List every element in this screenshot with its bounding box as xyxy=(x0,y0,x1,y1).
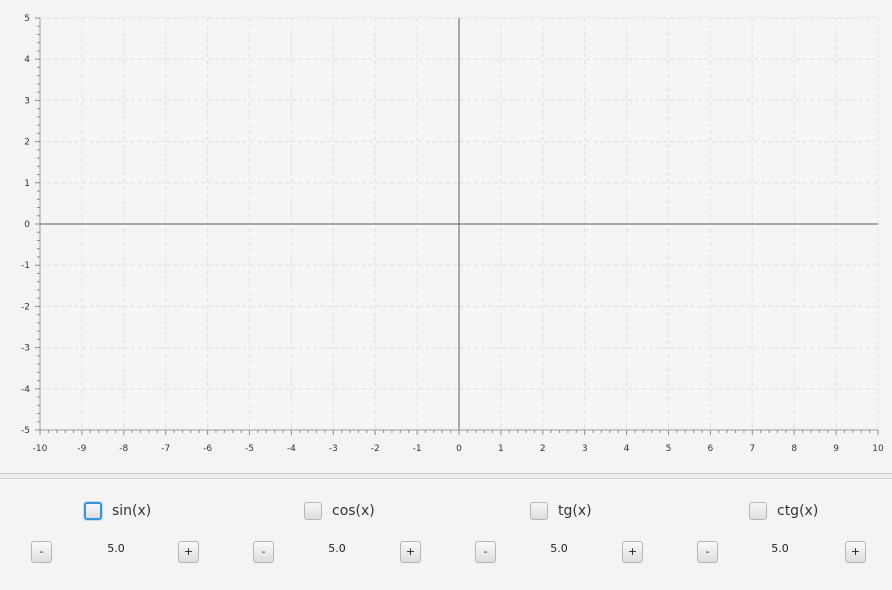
sin-toggle[interactable]: sin(x) xyxy=(84,502,151,520)
tg-label: tg(x) xyxy=(558,503,592,519)
x-tick-label: -1 xyxy=(413,444,422,454)
y-tick-label: -3 xyxy=(21,344,30,354)
x-tick-label: 5 xyxy=(666,444,672,454)
x-tick-label: -8 xyxy=(119,444,128,454)
cos-label: cos(x) xyxy=(332,503,375,519)
x-tick-label: 7 xyxy=(749,444,755,454)
x-tick-label: 3 xyxy=(582,444,588,454)
x-tick-label: -2 xyxy=(371,444,380,454)
function-graph: -10 -9 -8 -7 -6 -5 -4 -3 -2 -1 0 1 2 3 4 5 6 7 8 9 10 5 4 3 2 1 0-… xyxy=(21,14,884,454)
cos-increase-button[interactable]: + xyxy=(400,541,421,563)
x-tick-label: 10 xyxy=(872,444,884,454)
y-tick-label: -2 xyxy=(21,302,30,312)
sin-checkbox[interactable] xyxy=(84,502,102,520)
sin-decrease-button[interactable]: - xyxy=(31,541,52,563)
y-tick-label: -4 xyxy=(21,385,30,395)
tg-checkbox[interactable] xyxy=(530,502,548,520)
x-tick-label: -9 xyxy=(77,444,86,454)
y-tick-label: 3 xyxy=(24,96,30,106)
x-tick-label: -5 xyxy=(245,444,254,454)
tg-increase-button[interactable]: + xyxy=(622,541,643,563)
cos-value: 5.0 xyxy=(328,542,346,555)
y-tick-label: -5 xyxy=(21,426,30,436)
ctg-checkbox[interactable] xyxy=(749,502,767,520)
x-tick-label: 6 xyxy=(708,444,714,454)
y-tick-label: -1 xyxy=(21,261,30,271)
x-tick-label: 8 xyxy=(791,444,797,454)
tg-value: 5.0 xyxy=(550,542,568,555)
ctg-value: 5.0 xyxy=(771,542,789,555)
x-tick-label: 0 xyxy=(456,444,462,454)
cos-decrease-button[interactable]: - xyxy=(253,541,274,563)
sin-increase-button[interactable]: + xyxy=(178,541,199,563)
ctg-increase-button[interactable]: + xyxy=(845,541,866,563)
x-tick-label: 1 xyxy=(498,444,504,454)
y-tick-label: 1 xyxy=(24,179,30,189)
cos-toggle[interactable]: cos(x) xyxy=(304,502,375,520)
x-tick-label: 4 xyxy=(624,444,630,454)
x-tick-label: -3 xyxy=(329,444,338,454)
x-tick-label: -6 xyxy=(203,444,212,454)
x-tick-label: -10 xyxy=(33,444,48,454)
tg-toggle[interactable]: tg(x) xyxy=(530,502,592,520)
graph-canvas: -10 -9 -8 -7 -6 -5 -4 -3 -2 -1 0 1 2 3 4 5 6 7 8 9 10543210-… xyxy=(21,14,884,454)
tg-decrease-button[interactable]: - xyxy=(475,541,496,563)
y-tick-label: 2 xyxy=(24,138,30,148)
x-tick-label: -4 xyxy=(287,444,296,454)
y-tick-label: 0 xyxy=(24,220,30,230)
y-tick-label: 4 xyxy=(24,55,30,65)
y-tick-label: 5 xyxy=(24,14,30,24)
sin-label: sin(x) xyxy=(112,503,152,519)
ctg-label: ctg(x) xyxy=(777,503,819,519)
x-tick-label: 9 xyxy=(833,444,839,454)
ctg-toggle[interactable]: ctg(x) xyxy=(749,502,818,520)
ctg-decrease-button[interactable]: - xyxy=(697,541,718,563)
sin-value: 5.0 xyxy=(107,542,125,555)
cos-checkbox[interactable] xyxy=(304,502,322,520)
x-tick-label: -7 xyxy=(161,444,170,454)
x-tick-label: 2 xyxy=(540,444,546,454)
panel-divider xyxy=(0,473,892,479)
